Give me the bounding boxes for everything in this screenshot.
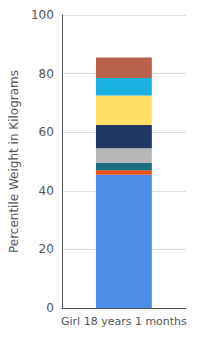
- svg-text:100: 100: [31, 8, 54, 22]
- svg-text:80: 80: [39, 67, 54, 81]
- svg-text:60: 60: [39, 125, 54, 139]
- svg-text:Girl 18 years 1 months: Girl 18 years 1 months: [61, 315, 187, 328]
- svg-text:40: 40: [39, 184, 54, 198]
- svg-text:Percentile Weight in Kilograms: Percentile Weight in Kilograms: [7, 70, 21, 253]
- svg-text:0: 0: [46, 301, 54, 315]
- svg-text:20: 20: [39, 242, 54, 256]
